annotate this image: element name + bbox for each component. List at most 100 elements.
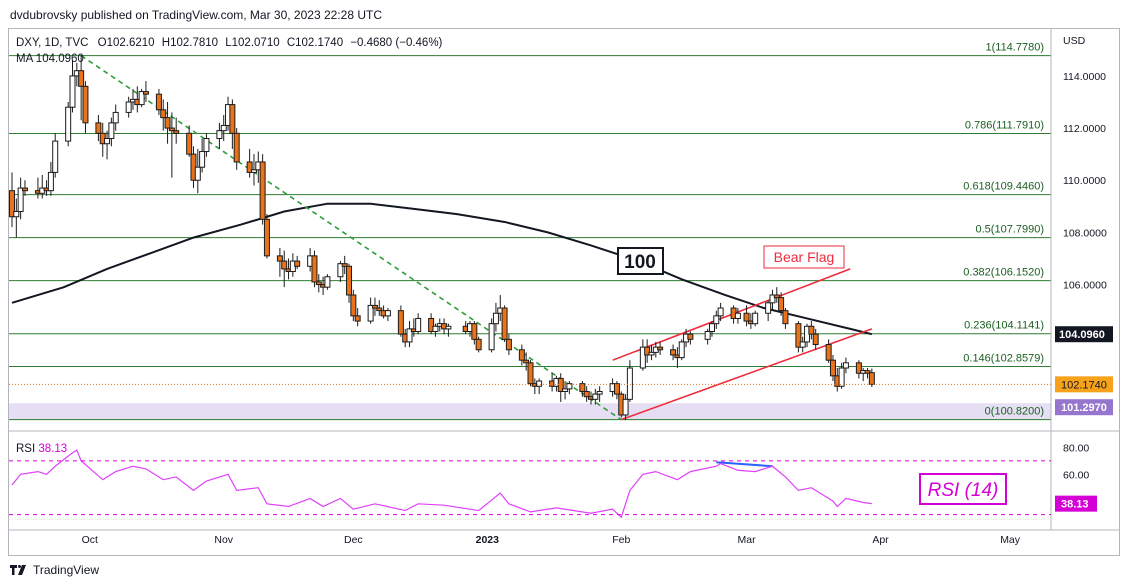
candle-body <box>657 346 664 351</box>
price-tick-label: 106.0000 <box>1063 280 1107 292</box>
candle-body <box>173 130 180 134</box>
rsi-tick-label: 80.00 <box>1063 442 1089 454</box>
trend-line-downtrend <box>80 54 622 421</box>
candle-body <box>734 312 741 319</box>
candle-body <box>812 333 819 346</box>
candle-body <box>216 130 223 139</box>
rsi-legend: RSI 38.13 <box>16 443 67 455</box>
candle-body <box>505 338 512 351</box>
ma-legend: MA 104.0960 <box>16 53 84 65</box>
candle-body <box>276 255 283 262</box>
candle-body <box>155 93 162 111</box>
fib-label: 0.382(106.1520) <box>963 267 1044 279</box>
candle-body <box>415 317 422 333</box>
candle-body <box>492 312 499 325</box>
candle-body <box>65 106 72 142</box>
candle-body <box>670 349 677 356</box>
ma-value-badge: 104.0960 <box>1055 326 1113 343</box>
fib-label: 0.5(107.7990) <box>976 224 1045 236</box>
footer-brand: TradingView <box>10 563 99 577</box>
candle-body <box>69 75 76 108</box>
price-tick-label: 108.0000 <box>1063 227 1107 239</box>
candle-body <box>52 140 59 173</box>
symbol-name: DXY, 1D, TVC <box>16 37 89 49</box>
trend-line-rsi-divergence <box>716 461 773 468</box>
candle-body <box>557 377 564 392</box>
candle-body <box>648 351 655 356</box>
candle-body <box>346 265 353 296</box>
price-tick-label: 114.0000 <box>1063 71 1106 83</box>
candle-body <box>842 362 849 369</box>
candle-body <box>825 344 832 361</box>
symbol-legend: DXY, 1D, TVC O102.6210 H102.7810 L102.07… <box>16 35 446 67</box>
candle-body <box>445 325 452 330</box>
svg-text:38.13: 38.13 <box>1061 499 1089 511</box>
candle-body <box>644 346 651 356</box>
svg-text:102.1740: 102.1740 <box>1061 379 1107 391</box>
candle-body <box>501 307 508 340</box>
candle-body <box>743 312 750 322</box>
fib-label: 0.146(102.8579) <box>963 353 1044 365</box>
time-tick-label: Dec <box>344 534 363 546</box>
candle-body <box>142 91 149 95</box>
low-zone-badge: 101.2970 <box>1055 399 1113 416</box>
close-value: C102.1740 <box>286 37 344 49</box>
candle-body <box>203 138 210 153</box>
candle-body <box>596 390 603 395</box>
publisher-line: dvdubrovsky published on TradingView.com… <box>10 8 382 22</box>
candle-body <box>341 263 348 267</box>
candle-body <box>160 109 167 119</box>
candle-body <box>9 190 15 218</box>
footer-brand-text: TradingView <box>33 563 100 577</box>
candle-body <box>855 362 862 374</box>
fib-label: 0.236(104.1141) <box>964 320 1044 332</box>
candle-body <box>82 85 89 124</box>
candle-body <box>475 338 482 351</box>
candle-body <box>864 370 871 374</box>
candle-body <box>95 122 102 134</box>
candle-body <box>708 323 715 333</box>
candle-body <box>337 263 344 278</box>
rsi-axis-ticks: 80.00 60.00 <box>1063 442 1089 481</box>
candles <box>9 55 875 421</box>
currency-label: USD <box>1063 35 1086 47</box>
chart-frame <box>8 28 1120 556</box>
candle-body <box>592 393 599 400</box>
rsi-tick-label: 60.00 <box>1063 469 1089 481</box>
price-tick-label: 112.0000 <box>1063 123 1106 135</box>
time-tick-label: Oct <box>82 534 98 546</box>
candle-body <box>795 323 802 348</box>
ma-100-label-box: 100 <box>617 247 664 275</box>
candle-body <box>17 187 24 213</box>
candle-body <box>639 346 646 369</box>
candle-body <box>324 276 331 288</box>
candle-body <box>838 367 845 387</box>
candle-body <box>583 390 590 398</box>
open-value: O102.6210 <box>97 37 155 49</box>
candle-body <box>233 132 240 163</box>
ma-100-line <box>11 202 873 336</box>
candle-body <box>488 323 495 351</box>
svg-text:101.2970: 101.2970 <box>1061 402 1107 414</box>
candle-body <box>622 398 629 416</box>
candle-body <box>752 312 759 325</box>
rsi-line <box>11 449 872 519</box>
candle-body <box>229 104 236 134</box>
candle-body <box>765 302 772 314</box>
time-tick-label: Apr <box>872 534 889 546</box>
candle-body <box>371 304 378 309</box>
candle-body <box>713 315 720 325</box>
candle-body <box>168 127 175 132</box>
candle-body <box>829 359 836 377</box>
candle-body <box>47 171 54 192</box>
candle-body <box>773 294 780 299</box>
rsi-legend-value: 38.13 <box>38 443 68 455</box>
rsi-polyline <box>11 449 872 519</box>
candle-body <box>21 187 28 192</box>
high-value: H102.7810 <box>161 37 219 49</box>
candle-body <box>769 294 776 304</box>
candle-body <box>350 294 357 317</box>
ma-100-polyline <box>11 202 873 336</box>
time-axis-ticks: Oct Nov Dec 2023 Feb Mar Apr May <box>82 534 1021 546</box>
